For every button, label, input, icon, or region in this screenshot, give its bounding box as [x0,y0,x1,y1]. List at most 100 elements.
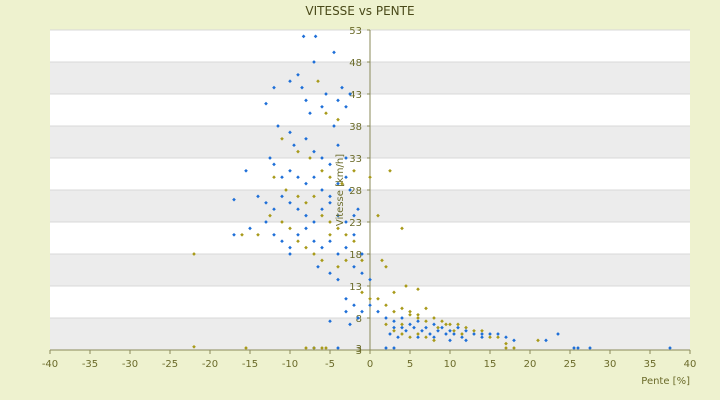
data-point [312,194,316,199]
data-point [304,245,308,250]
data-point [296,239,300,244]
data-point [328,319,332,324]
data-point [320,213,324,218]
data-point [296,72,300,77]
data-point [504,346,508,350]
data-point [436,328,440,333]
data-point [328,200,332,205]
data-point [480,328,484,333]
data-point [384,316,388,320]
y-tick-label: 43 [349,90,362,101]
data-point [416,332,420,336]
data-point [392,319,396,324]
x-tick-label: 30 [604,359,617,370]
data-point [320,346,324,350]
data-point [424,306,428,311]
data-point [496,335,500,340]
data-point [336,252,340,256]
data-point [320,156,324,160]
data-point [296,175,300,180]
data-point [400,332,404,336]
data-point [472,328,476,333]
data-point [308,156,312,160]
data-point [576,346,580,350]
data-point [192,344,196,349]
data-point [276,124,280,128]
data-point [392,328,396,333]
data-point [256,232,260,237]
data-point [320,207,324,212]
data-point [392,309,396,314]
data-point [432,322,436,327]
data-point [268,156,272,160]
data-point [336,346,340,350]
data-point [320,245,324,250]
data-point [264,220,268,224]
data-point [432,316,436,320]
data-point [336,143,340,148]
data-point [344,296,348,301]
x-axis-title: Pente [%] [641,376,690,387]
data-point [504,341,508,346]
data-point [344,258,348,263]
data-point [324,346,328,350]
x-tick-label: -25 [162,359,178,370]
data-point [400,325,404,330]
data-point [440,319,444,324]
data-point [424,325,428,330]
data-point [344,104,348,109]
data-point [380,258,384,263]
data-point [428,332,432,336]
data-point [360,271,364,276]
data-point [296,207,300,212]
data-point [464,338,468,343]
data-point [408,312,412,317]
data-point [400,306,404,311]
data-point [452,332,456,336]
data-point [488,332,492,336]
data-point [348,92,352,96]
x-tick-label: 0 [367,359,373,370]
data-point [324,92,328,96]
x-tick-label: -5 [325,359,335,370]
data-point [344,309,348,314]
x-tick-label: 5 [407,359,413,370]
x-axis-ticks: -40 -35 -30 -25 -20 -15 -10 -5 0 5 10 15 20 25 30 35 40 [42,350,696,370]
data-point [360,252,364,256]
data-point [340,181,344,186]
data-point [456,325,460,330]
data-point [460,335,464,340]
data-point [352,303,356,308]
data-point [304,98,308,103]
data-point [384,303,388,308]
data-point [432,338,436,343]
y-tick-label: 8 [356,314,362,325]
data-point [304,226,308,231]
x-tick-label: 20 [524,359,537,370]
data-point [536,338,540,343]
data-point [348,322,352,327]
data-point [284,188,288,192]
data-point [472,332,476,336]
x-tick-label: -15 [242,359,258,370]
data-point [288,200,292,205]
data-point [384,264,388,269]
data-point [572,346,576,350]
data-point [408,322,412,327]
x-tick-label: 35 [644,359,657,370]
x-tick-label: -10 [282,359,298,370]
data-point [312,149,316,154]
data-point [288,130,292,135]
data-point [424,335,428,340]
data-point [396,335,400,340]
data-point [480,335,484,340]
data-point [668,346,672,350]
data-point [376,309,380,314]
data-point [272,162,276,167]
y-axis-title: Vitesse [km/h] [335,154,346,226]
data-point [312,252,316,256]
data-point [444,332,448,336]
data-point [416,312,420,317]
data-point [400,226,404,231]
